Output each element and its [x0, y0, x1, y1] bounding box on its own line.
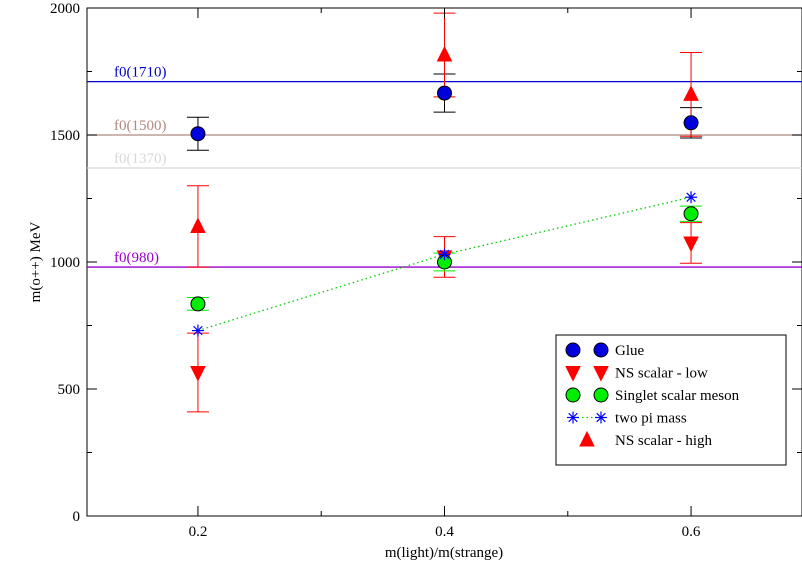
data-point	[191, 324, 204, 337]
legend-label: NS scalar - high	[615, 433, 713, 449]
legend-label: NS scalar - low	[615, 366, 708, 382]
legend: Glue NS scalar - low Singlet scalar meson t…	[555, 334, 787, 466]
legend-marker	[565, 342, 581, 358]
data-point	[683, 115, 699, 131]
y-tick-label: 1000	[50, 255, 80, 271]
y-tick-label: 500	[58, 382, 81, 398]
data-point	[436, 45, 453, 62]
x-axis-label: m(light)/m(strange)	[385, 545, 503, 561]
x-tick-label: 0.2	[189, 524, 208, 540]
y-tick-label: 0	[73, 509, 81, 525]
legend-marker	[567, 411, 579, 424]
y-axis-label: m(o++) MeV	[28, 222, 44, 303]
data-point	[683, 206, 699, 222]
data-point	[683, 236, 699, 253]
legend-marker	[595, 411, 607, 424]
legend-marker	[593, 342, 609, 358]
series-lines	[197, 196, 692, 332]
data-point	[190, 126, 206, 142]
legend-marker	[565, 366, 581, 382]
legend-box	[555, 334, 787, 466]
y-tick-label: 1500	[50, 128, 80, 144]
x-tick-label: 0.4	[435, 524, 454, 540]
data-markers	[190, 45, 699, 382]
data-point	[685, 191, 698, 204]
y-tick-label: 2000	[50, 1, 80, 17]
reference-line-label: f0(980)	[114, 250, 159, 266]
legend-marker	[579, 430, 595, 447]
reference-line-label: f0(1370)	[114, 151, 167, 167]
series-line	[197, 196, 692, 332]
data-point	[190, 296, 206, 312]
reference-line-label: f0(1500)	[114, 118, 167, 134]
axes: 0.2 0.4 0.6 0 500 1000 1500 2000	[50, 1, 802, 540]
x-tick-label: 0.6	[682, 524, 701, 540]
legend-label: two pi mass	[615, 411, 687, 427]
data-point	[438, 248, 451, 261]
reference-line-label: f0(1710)	[114, 65, 167, 81]
data-point	[683, 85, 699, 101]
data-point	[190, 365, 206, 382]
legend-marker	[565, 387, 581, 403]
data-point	[190, 217, 206, 233]
legend-label: Glue	[615, 343, 645, 359]
legend-marker	[593, 387, 609, 403]
legend-marker	[593, 366, 609, 382]
legend-label: Singlet scalar meson	[615, 388, 740, 404]
data-point	[437, 85, 452, 101]
